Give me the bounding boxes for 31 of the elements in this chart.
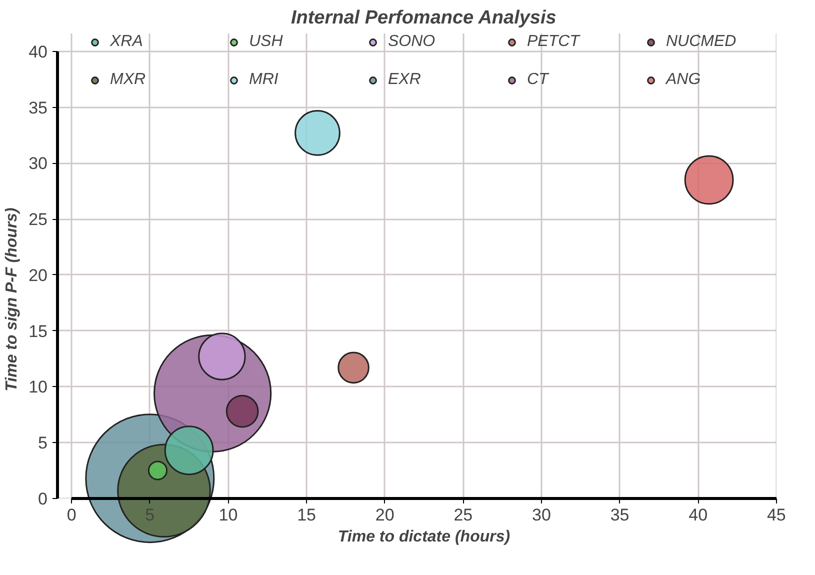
y-tick-label: 15 <box>28 322 48 341</box>
x-tick-label: 45 <box>766 505 786 524</box>
legend-label: MRI <box>249 71 280 89</box>
x-tick-label: 0 <box>66 505 76 524</box>
y-tick-label: 25 <box>28 210 48 230</box>
y-tick-label: 35 <box>28 98 48 118</box>
x-tick-label: 10 <box>218 505 238 524</box>
y-tick-label: 20 <box>28 266 48 285</box>
legend-label: ANG <box>666 71 702 89</box>
y-tick-label: 0 <box>38 489 48 508</box>
x-tick-label: 20 <box>375 505 394 524</box>
x-tick-label: 35 <box>610 505 630 524</box>
y-axis-title: Time to sign P-F (hours) <box>4 208 21 392</box>
legend-label: EXR <box>388 71 422 89</box>
legend-label: SONO <box>388 33 436 51</box>
x-axis-title: Time to dictate (hours) <box>338 528 510 546</box>
legend-label: MXR <box>110 71 147 89</box>
x-tick-label: 15 <box>297 505 316 524</box>
y-tick-label: 40 <box>28 42 48 62</box>
y-tick-label: 10 <box>28 378 48 397</box>
x-tick-label: 25 <box>454 505 473 524</box>
y-tick-label: 5 <box>38 434 48 453</box>
y-tick-label: 30 <box>28 154 48 174</box>
legend-label: NUCMED <box>666 33 738 51</box>
legend-label: CT <box>527 71 550 89</box>
x-tick-label: 40 <box>688 505 708 524</box>
x-tick-label: 30 <box>532 505 551 524</box>
legend-label: XRA <box>110 33 144 51</box>
legend-label: PETCT <box>527 33 582 51</box>
legend-label: USH <box>249 33 284 51</box>
chart-title: Internal Perfomance Analysis <box>290 8 556 28</box>
